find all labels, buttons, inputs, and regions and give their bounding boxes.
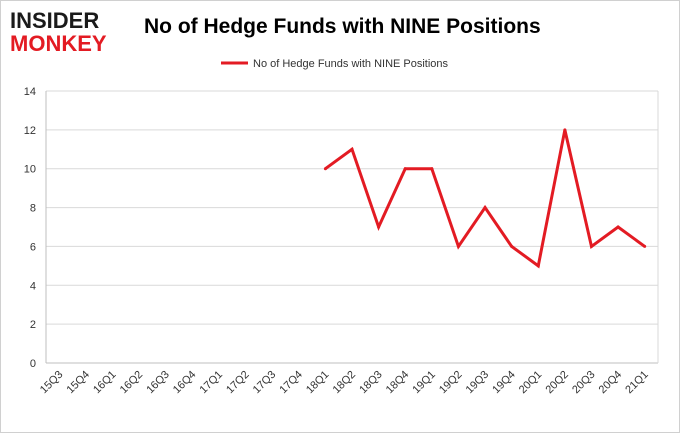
x-tick-label: 16Q4 (171, 369, 199, 397)
x-tick-label: 20Q4 (597, 369, 625, 397)
x-tick-label: 16Q3 (144, 369, 172, 397)
chart-title: No of Hedge Funds with NINE Positions (144, 15, 541, 38)
data-point (323, 167, 327, 171)
y-tick-label: 0 (30, 358, 36, 370)
y-tick-label: 8 (30, 203, 36, 215)
x-tick-label: 17Q1 (198, 369, 226, 397)
data-point (456, 244, 460, 248)
x-tick-label: 17Q3 (251, 369, 279, 397)
data-point (483, 206, 487, 210)
x-tick-label: 18Q3 (357, 369, 385, 397)
series-line (324, 129, 646, 269)
x-tick-label: 21Q1 (623, 369, 651, 397)
x-tick-label: 15Q4 (65, 369, 93, 397)
x-tick-label: 17Q4 (277, 369, 305, 397)
y-tick-label: 14 (24, 86, 36, 98)
data-point (377, 225, 381, 229)
y-tick-label: 6 (30, 241, 36, 253)
x-tick-label: 18Q4 (384, 369, 412, 397)
data-point (563, 128, 567, 132)
x-tick-label: 16Q2 (118, 369, 146, 397)
x-tick-label: 18Q2 (331, 369, 359, 397)
logo-line2: MONKEY (10, 31, 107, 56)
x-tick-label: 15Q3 (38, 369, 66, 397)
legend-label: No of Hedge Funds with NINE Positions (253, 58, 449, 70)
logo-line1: INSIDER (10, 8, 100, 33)
data-point (510, 244, 514, 248)
x-tick-label: 19Q2 (437, 369, 465, 397)
data-point (536, 264, 540, 268)
data-point (616, 225, 620, 229)
data-point (403, 167, 407, 171)
x-tick-label: 19Q3 (464, 369, 492, 397)
x-tick-label: 16Q1 (91, 369, 119, 397)
y-tick-label: 12 (24, 125, 36, 137)
x-tick-label: 17Q2 (224, 369, 252, 397)
y-tick-label: 4 (30, 280, 36, 292)
y-tick-label: 10 (24, 164, 36, 176)
x-tick-label: 19Q1 (410, 369, 438, 397)
x-tick-label: 19Q4 (490, 369, 518, 397)
x-tick-label: 20Q3 (570, 369, 598, 397)
data-point (350, 147, 354, 151)
data-point (430, 167, 434, 171)
x-tick-label: 20Q2 (543, 369, 571, 397)
x-tick-label: 20Q1 (517, 369, 545, 397)
data-point (589, 244, 593, 248)
x-tick-label: 18Q1 (304, 369, 332, 397)
y-tick-label: 2 (30, 319, 36, 331)
insider-monkey-logo: INSIDER MONKEY (10, 8, 128, 56)
data-point (643, 244, 647, 248)
